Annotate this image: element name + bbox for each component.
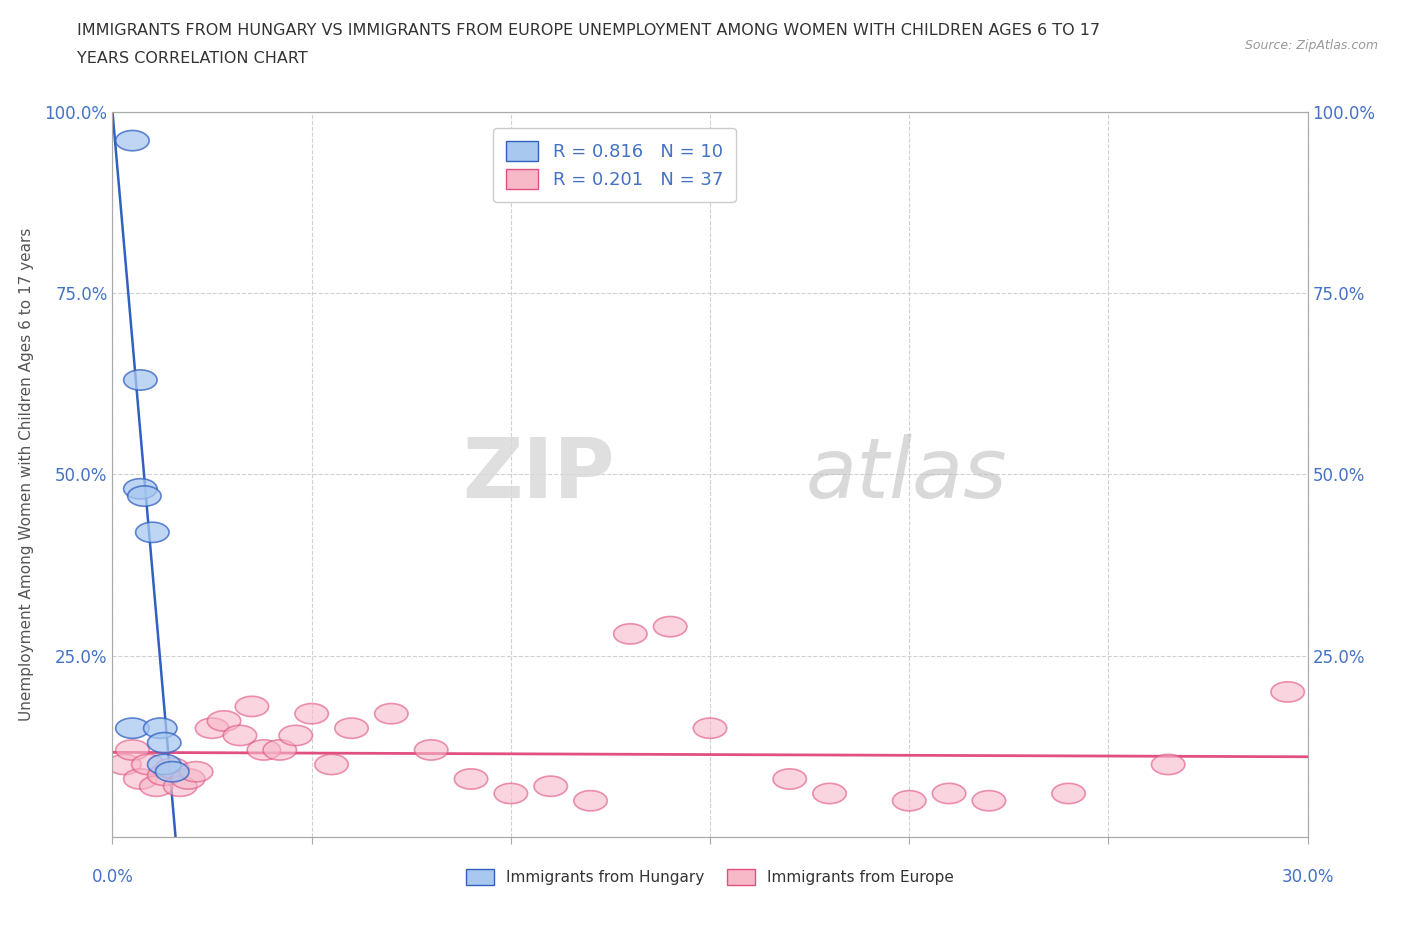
Text: 0.0%: 0.0% xyxy=(91,868,134,885)
Text: 30.0%: 30.0% xyxy=(1281,868,1334,885)
Text: ZIP: ZIP xyxy=(463,433,614,515)
Y-axis label: Unemployment Among Women with Children Ages 6 to 17 years: Unemployment Among Women with Children A… xyxy=(18,228,34,721)
Text: IMMIGRANTS FROM HUNGARY VS IMMIGRANTS FROM EUROPE UNEMPLOYMENT AMONG WOMEN WITH : IMMIGRANTS FROM HUNGARY VS IMMIGRANTS FR… xyxy=(77,23,1101,38)
Legend: Immigrants from Hungary, Immigrants from Europe: Immigrants from Hungary, Immigrants from… xyxy=(460,863,960,891)
Text: atlas: atlas xyxy=(806,433,1007,515)
Text: Source: ZipAtlas.com: Source: ZipAtlas.com xyxy=(1244,39,1378,52)
Text: YEARS CORRELATION CHART: YEARS CORRELATION CHART xyxy=(77,51,308,66)
